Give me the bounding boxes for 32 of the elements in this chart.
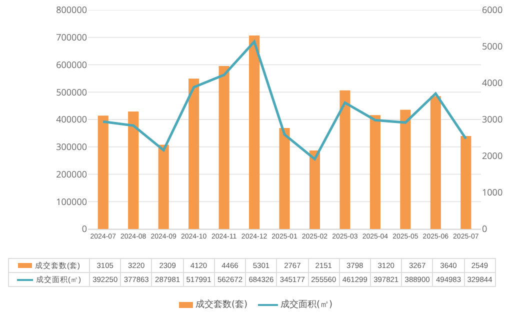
bar <box>430 96 441 229</box>
y-tick-label: 800000 <box>56 3 87 16</box>
bar <box>370 115 380 229</box>
y2-tick-label: 3000 <box>482 112 503 126</box>
bar <box>279 128 290 229</box>
y-tick-label: 100000 <box>56 194 87 208</box>
y-tick-label: 200000 <box>56 167 87 180</box>
bar <box>340 90 350 229</box>
y2-tick-label: 6000 <box>482 3 503 16</box>
y-tick-label: 700000 <box>56 30 87 44</box>
bar <box>98 116 108 229</box>
y-tick-label: 600000 <box>56 58 87 71</box>
y2-tick-label: 1000 <box>482 186 503 199</box>
y-tick-label: 0 <box>82 222 87 236</box>
line-series <box>102 40 468 160</box>
bar <box>128 111 139 229</box>
bar <box>400 110 411 229</box>
text: 成交套数(套) <box>195 300 248 310</box>
y-tick-label: 400000 <box>56 112 87 126</box>
bar <box>158 144 169 229</box>
y2-tick-label: 4000 <box>482 76 503 90</box>
bar <box>309 150 320 229</box>
y2-tick-label: 0 <box>482 222 488 236</box>
bar <box>460 136 472 229</box>
bar <box>218 66 230 229</box>
text: 成交面积(㎡) <box>280 300 333 310</box>
y2-tick-label: 5000 <box>482 40 503 53</box>
y-tick-label: 500000 <box>56 85 87 98</box>
y2-tick-label: 2000 <box>482 149 503 162</box>
bar <box>248 36 260 229</box>
bar <box>188 78 200 229</box>
y-tick-label: 300000 <box>56 140 87 154</box>
